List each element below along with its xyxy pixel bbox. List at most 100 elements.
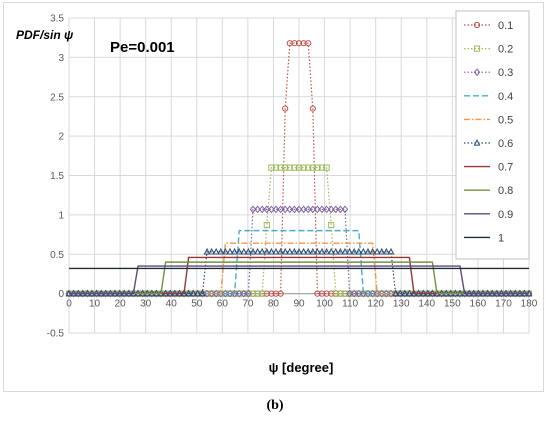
series-line xyxy=(69,261,529,295)
series-line xyxy=(69,265,529,295)
data-point xyxy=(314,205,321,214)
data-point xyxy=(424,289,432,298)
data-point xyxy=(134,289,142,298)
y-tick-label: 2 xyxy=(58,132,64,143)
data-point xyxy=(88,289,96,298)
legend-label: 0.4 xyxy=(498,91,513,103)
data-point xyxy=(130,289,137,298)
chart-frame: 0 10 20 30 40 50 60 70 80 90 100 110 120 130 140 150 160… xyxy=(3,2,544,392)
data-point xyxy=(328,290,335,297)
data-point xyxy=(442,289,450,298)
legend-item: 0.1 xyxy=(464,20,513,32)
data-point xyxy=(369,247,377,255)
data-point xyxy=(300,247,308,255)
data-point xyxy=(479,289,487,298)
data-point xyxy=(305,164,312,171)
data-point xyxy=(139,289,146,298)
x-tick-label: 140 xyxy=(418,299,435,310)
data-point xyxy=(143,289,151,298)
x-tick-label: 170 xyxy=(495,299,512,310)
data-point xyxy=(392,289,399,298)
data-point xyxy=(341,205,349,214)
data-point xyxy=(268,205,275,214)
data-point xyxy=(373,289,381,298)
data-point xyxy=(511,289,519,298)
data-point xyxy=(337,290,344,297)
data-point xyxy=(484,289,491,298)
data-point xyxy=(208,247,216,255)
data-point xyxy=(212,247,220,255)
data-point xyxy=(212,289,220,298)
data-point xyxy=(498,289,505,298)
data-point xyxy=(300,40,307,47)
legend-label: 0.5 xyxy=(498,114,513,126)
data-point xyxy=(332,290,339,297)
data-point xyxy=(456,289,464,298)
data-point xyxy=(277,205,284,214)
data-point xyxy=(314,290,321,297)
data-point xyxy=(281,205,289,214)
data-point xyxy=(281,247,289,255)
data-point xyxy=(378,289,386,298)
data-point xyxy=(336,247,344,255)
data-point xyxy=(221,247,229,255)
data-point xyxy=(355,289,363,298)
data-point xyxy=(291,164,298,171)
chart-svg: 0 10 20 30 40 50 60 70 80 90 100 110 120 130 140 150 160… xyxy=(16,10,538,375)
data-point xyxy=(405,289,413,297)
x-tick-label: 130 xyxy=(393,299,410,310)
data-point xyxy=(396,289,404,298)
data-point xyxy=(116,289,123,298)
data-point xyxy=(318,164,326,171)
x-tick-label: 160 xyxy=(470,299,487,310)
legend-label: 0.7 xyxy=(498,162,513,174)
legend: 0.1 0.2 0.3 0.4 0.5 0.6 0.7 0.8 0.9 1 xyxy=(455,10,530,260)
data-point xyxy=(387,247,395,255)
data-point xyxy=(488,289,496,298)
data-point xyxy=(318,290,326,297)
data-point xyxy=(272,164,280,171)
legend-item: 0.8 xyxy=(464,185,513,197)
data-point xyxy=(286,205,294,214)
data-point xyxy=(364,247,372,255)
y-tick-label: -0.5 xyxy=(47,329,65,340)
tick-layer: 0 10 20 30 40 50 60 70 80 90 100 110 120 130 140 150 160… xyxy=(47,14,538,340)
data-point xyxy=(93,289,100,298)
data-point xyxy=(433,289,441,298)
data-point xyxy=(272,247,280,255)
x-tick-label: 90 xyxy=(293,299,305,310)
data-point xyxy=(290,247,298,255)
data-point xyxy=(286,164,293,171)
data-point xyxy=(102,289,110,298)
series-line xyxy=(69,256,529,295)
y-tick-label: 0.5 xyxy=(50,250,64,261)
x-tick-label: 180 xyxy=(521,299,538,310)
y-tick-label: 1.5 xyxy=(50,171,64,182)
data-point xyxy=(244,247,252,255)
data-point xyxy=(286,247,294,255)
data-point xyxy=(304,247,312,255)
legend-box xyxy=(455,10,530,260)
legend-item: 0.4 xyxy=(464,91,513,103)
data-point xyxy=(318,205,326,214)
data-point xyxy=(332,247,340,255)
data-point xyxy=(355,247,363,255)
legend-label: 0.6 xyxy=(498,138,513,150)
data-point xyxy=(295,164,303,171)
data-point xyxy=(364,289,372,298)
data-point xyxy=(314,164,321,171)
pe-annotation: Pe=0.001 xyxy=(110,39,175,56)
data-point xyxy=(125,289,133,298)
data-point xyxy=(387,289,395,298)
data-point xyxy=(176,289,183,298)
data-point xyxy=(291,205,298,214)
data-point xyxy=(502,289,510,298)
legend-item: 0.3 xyxy=(464,67,513,79)
data-point xyxy=(318,247,326,255)
data-point xyxy=(70,289,77,298)
data-point xyxy=(282,164,289,171)
x-tick-label: 100 xyxy=(316,299,333,310)
x-tick-label: 120 xyxy=(367,299,384,310)
data-point xyxy=(189,289,197,298)
data-point xyxy=(447,289,455,298)
